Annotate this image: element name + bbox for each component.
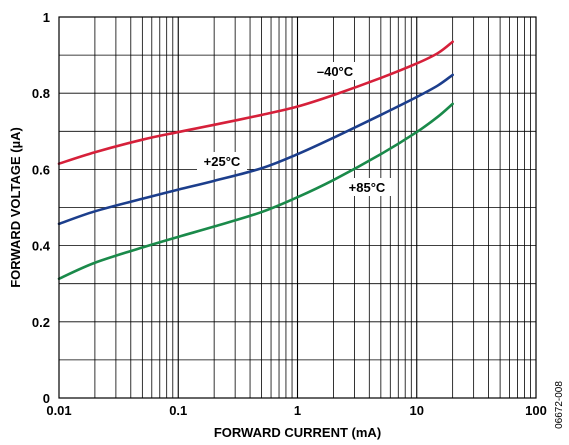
y-tick-label: 0.8 xyxy=(32,86,50,101)
y-tick-label: 0 xyxy=(43,391,50,406)
series-label-text: +25°C xyxy=(204,154,241,169)
x-tick-label: 1 xyxy=(294,403,301,418)
series-line-2 xyxy=(57,102,454,281)
figure-code: 06672-008 xyxy=(554,381,565,429)
y-axis-title: FORWARD VOLTAGE (µA) xyxy=(8,127,23,288)
series-lines xyxy=(57,40,454,281)
series-label-text: –40°C xyxy=(317,64,354,79)
series-label-0: –40°C xyxy=(310,62,360,80)
series-line-1 xyxy=(57,73,454,226)
y-tick-label: 1 xyxy=(43,10,50,25)
x-tick-label: 10 xyxy=(410,403,424,418)
x-tick-label: 0.1 xyxy=(169,403,187,418)
series-label-text: +85°C xyxy=(349,180,386,195)
series-labels: –40°C +25°C +85°C xyxy=(197,62,392,196)
x-axis-title: FORWARD CURRENT (mA) xyxy=(214,425,381,440)
x-tick-label: 100 xyxy=(525,403,547,418)
label-background xyxy=(310,62,360,80)
series-label-2: +85°C xyxy=(342,178,392,196)
tick-labels: 0.01 0.1 1 10 100 0 0.2 0.4 0.6 0.8 1 xyxy=(32,10,547,418)
series-line-0 xyxy=(57,40,454,165)
series-label-1: +25°C xyxy=(197,152,247,170)
y-tick-label: 0.4 xyxy=(32,239,51,254)
label-background xyxy=(342,178,392,196)
grid xyxy=(59,17,536,398)
y-tick-label: 0.6 xyxy=(32,162,50,177)
y-tick-label: 0.2 xyxy=(32,315,50,330)
label-background xyxy=(197,152,247,170)
plot-frame xyxy=(58,16,537,399)
x-tick-label: 0.01 xyxy=(46,403,71,418)
